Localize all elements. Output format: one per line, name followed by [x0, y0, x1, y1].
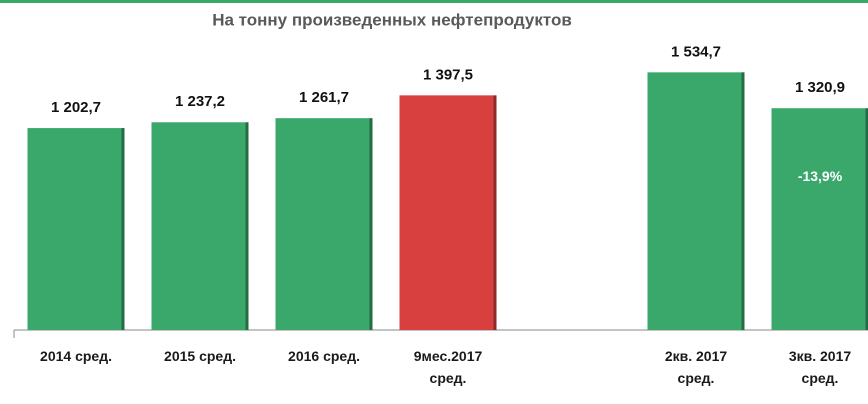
value-label: 1 261,7 [299, 89, 349, 106]
bar [771, 108, 868, 330]
bar-shadow [493, 95, 497, 331]
bar [399, 95, 497, 331]
bar-shadow [741, 72, 745, 331]
bar-shadow [369, 118, 373, 331]
bar [647, 72, 745, 331]
top-stripe [0, 0, 868, 3]
x-tick-label: 2015 сред. [164, 348, 236, 364]
bar [275, 118, 373, 331]
x-tick-label: 2кв. 2017 сред. [664, 348, 728, 386]
x-tick-label: 9мес.2017 сред. [413, 348, 483, 386]
chart-title: На тонну произведенных нефтепродуктов [212, 10, 572, 29]
value-label: 1 320,9 [795, 79, 845, 96]
value-label: 1 397,5 [423, 66, 473, 83]
value-label: 1 237,2 [175, 93, 225, 110]
x-tick-label: 3кв. 2017 сред. [788, 348, 852, 386]
x-tick-label: 2014 сред. [40, 348, 112, 364]
x-tick-label: 2016 сред. [288, 348, 360, 364]
bar-shadow [865, 108, 868, 330]
value-label: 1 534,7 [671, 43, 721, 60]
value-label: 1 202,7 [51, 99, 101, 116]
bar-shadow [245, 122, 249, 330]
bar [27, 128, 125, 330]
bar [151, 122, 249, 330]
bar-shadow [121, 128, 125, 330]
annotation: -13,9% [798, 168, 843, 184]
